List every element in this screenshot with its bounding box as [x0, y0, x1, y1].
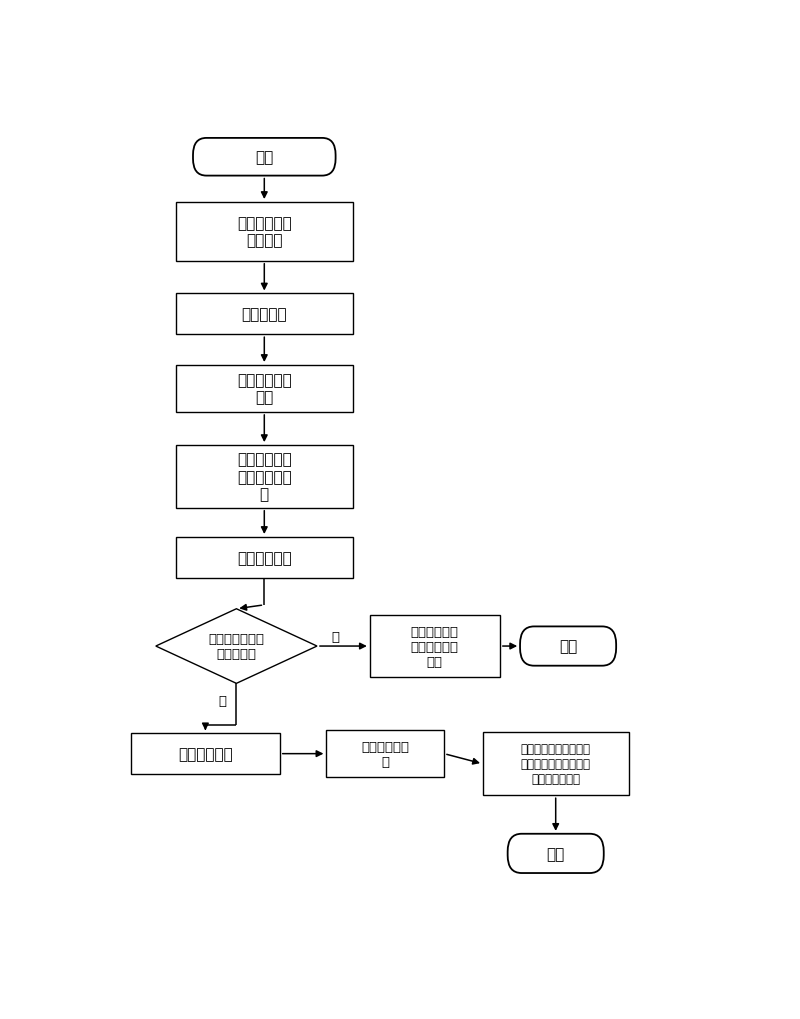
- Bar: [176, 203, 353, 262]
- Text: 数据按时间段
分类: 数据按时间段 分类: [237, 373, 292, 406]
- Text: 否: 否: [332, 631, 340, 643]
- Text: 获取运动轨迹: 获取运动轨迹: [178, 746, 233, 761]
- Text: 结束: 结束: [559, 639, 578, 654]
- Bar: [131, 734, 280, 774]
- Bar: [176, 445, 353, 508]
- Text: 求雷暴团质心: 求雷暴团质心: [237, 550, 292, 566]
- FancyBboxPatch shape: [508, 834, 604, 873]
- Text: 开始: 开始: [255, 150, 274, 165]
- Text: 计算速度和方
向: 计算速度和方 向: [362, 740, 409, 768]
- Text: 根据密度聚类
定义生成雷暴
团: 根据密度聚类 定义生成雷暴 团: [237, 452, 292, 501]
- Bar: [176, 537, 353, 578]
- Text: 将当前区域以速度和方
向移动一个时间片的距
离作为预测区域: 将当前区域以速度和方 向移动一个时间片的距 离作为预测区域: [521, 743, 590, 786]
- FancyBboxPatch shape: [193, 139, 336, 176]
- Bar: [326, 731, 444, 777]
- Text: 是: 是: [218, 695, 226, 707]
- Bar: [176, 294, 353, 335]
- FancyBboxPatch shape: [520, 627, 616, 666]
- Text: 结束: 结束: [546, 846, 565, 861]
- Bar: [176, 366, 353, 413]
- Text: 选定范围内的
数据样本: 选定范围内的 数据样本: [237, 216, 292, 249]
- Text: 雷暴团质心是否
存在位移？: 雷暴团质心是否 存在位移？: [208, 633, 264, 660]
- Polygon shape: [156, 609, 317, 684]
- Text: 当前雷电分布
区域作为预测
区域: 当前雷电分布 区域作为预测 区域: [411, 625, 459, 667]
- Bar: [370, 615, 500, 678]
- Text: 数据预处理: 数据预处理: [242, 307, 287, 322]
- Bar: [483, 733, 629, 796]
